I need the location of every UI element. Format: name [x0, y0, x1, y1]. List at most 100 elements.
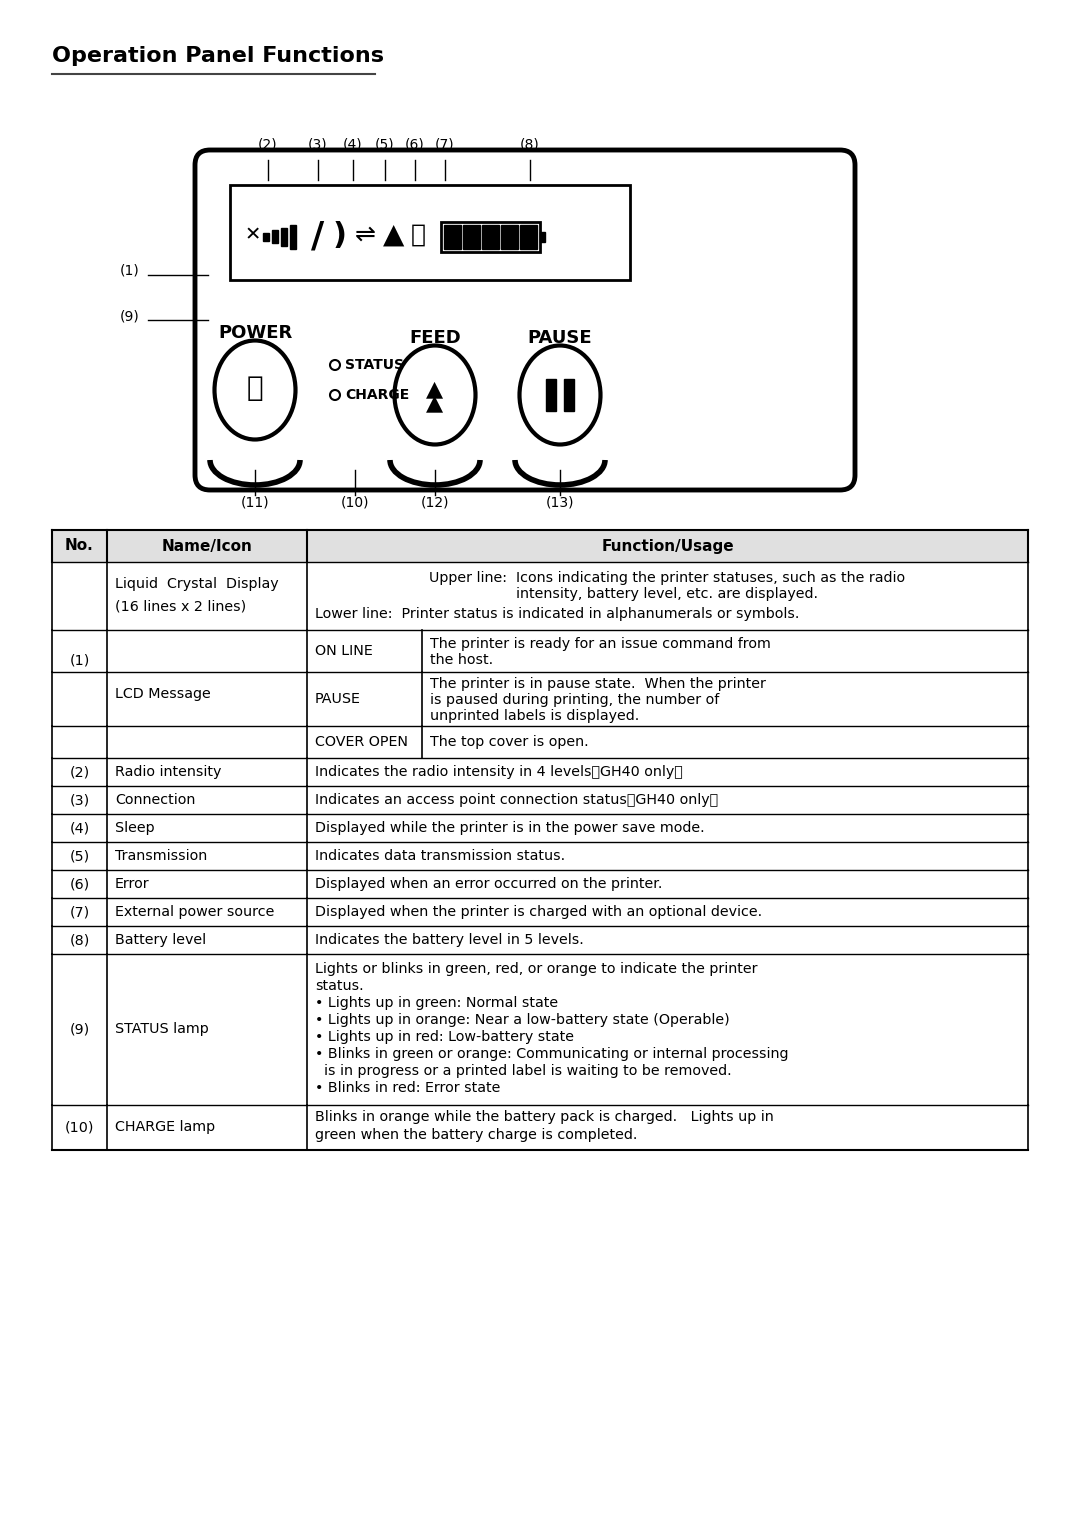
- Text: is in progress or a printed label is waiting to be removed.: is in progress or a printed label is wai…: [315, 1063, 731, 1077]
- Text: STATUS: STATUS: [345, 358, 404, 371]
- Text: Transmission: Transmission: [114, 850, 207, 863]
- Text: FEED: FEED: [409, 329, 461, 347]
- Text: (3): (3): [308, 138, 328, 151]
- Text: Displayed when the printer is charged with an optional device.: Displayed when the printer is charged wi…: [315, 905, 762, 918]
- Text: ✕: ✕: [245, 226, 261, 244]
- Text: Liquid  Crystal  Display: Liquid Crystal Display: [114, 578, 279, 591]
- Text: (2): (2): [69, 766, 90, 779]
- Ellipse shape: [394, 345, 475, 445]
- Text: (9): (9): [120, 309, 140, 322]
- Text: Indicates an access point connection status（GH40 only）: Indicates an access point connection sta…: [315, 793, 718, 807]
- Text: The printer is in pause state.  When the printer: The printer is in pause state. When the …: [430, 677, 766, 691]
- Text: PAUSE: PAUSE: [528, 329, 592, 347]
- Text: (8): (8): [69, 934, 90, 947]
- Text: CHARGE lamp: CHARGE lamp: [114, 1120, 215, 1134]
- Bar: [441, 222, 540, 252]
- Text: ⏻: ⏻: [411, 223, 426, 248]
- Text: ON LINE: ON LINE: [315, 643, 373, 659]
- Text: (4): (4): [343, 138, 363, 151]
- Text: Lower line:  Printer status is indicated in alphanumerals or symbols.: Lower line: Printer status is indicated …: [315, 607, 799, 620]
- Text: Operation Panel Functions: Operation Panel Functions: [52, 46, 384, 66]
- Text: Displayed when an error occurred on the printer.: Displayed when an error occurred on the …: [315, 877, 662, 891]
- Bar: [546, 379, 556, 411]
- Bar: [482, 225, 499, 249]
- Text: Error: Error: [114, 877, 150, 891]
- FancyBboxPatch shape: [195, 150, 855, 490]
- Text: The printer is ready for an issue command from: The printer is ready for an issue comman…: [430, 637, 771, 651]
- Text: (8): (8): [521, 138, 540, 151]
- Text: • Blinks in green or orange: Communicating or internal processing: • Blinks in green or orange: Communicati…: [315, 1047, 788, 1060]
- Text: (16 lines x 2 lines): (16 lines x 2 lines): [114, 599, 246, 613]
- FancyBboxPatch shape: [230, 185, 630, 280]
- Ellipse shape: [215, 341, 296, 440]
- Text: (5): (5): [69, 850, 90, 863]
- Text: (13): (13): [545, 497, 575, 510]
- Text: (7): (7): [435, 138, 455, 151]
- Text: (2): (2): [258, 138, 278, 151]
- Bar: [291, 225, 296, 249]
- Text: Connection: Connection: [114, 793, 195, 807]
- Text: (6): (6): [405, 138, 424, 151]
- Text: the host.: the host.: [430, 652, 494, 668]
- Text: CHARGE: CHARGE: [345, 388, 409, 402]
- Text: (10): (10): [65, 1120, 94, 1134]
- Text: intensity, battery level, etc. are displayed.: intensity, battery level, etc. are displ…: [516, 587, 819, 601]
- Text: POWER: POWER: [218, 324, 292, 342]
- Text: Radio intensity: Radio intensity: [114, 766, 221, 779]
- Bar: [501, 225, 518, 249]
- Bar: [281, 228, 287, 246]
- Text: Sleep: Sleep: [114, 821, 154, 834]
- Text: ⏻: ⏻: [246, 374, 264, 402]
- Bar: [272, 231, 278, 243]
- Bar: [444, 225, 461, 249]
- Text: (6): (6): [69, 877, 90, 891]
- Text: ▲: ▲: [427, 379, 444, 399]
- Bar: [264, 232, 269, 241]
- Text: ▲: ▲: [427, 393, 444, 413]
- Ellipse shape: [519, 345, 600, 445]
- Bar: [463, 225, 480, 249]
- Bar: [52, 530, 1028, 562]
- Text: • Lights up in orange: Near a low-battery state (Operable): • Lights up in orange: Near a low-batter…: [315, 1013, 730, 1027]
- Circle shape: [330, 361, 340, 370]
- Text: No.: No.: [65, 538, 94, 553]
- Text: ▲: ▲: [383, 222, 404, 249]
- Text: (1): (1): [120, 264, 140, 278]
- Text: status.: status.: [315, 979, 364, 993]
- Text: ⇌: ⇌: [355, 223, 376, 248]
- Text: • Blinks in red: Error state: • Blinks in red: Error state: [315, 1080, 500, 1096]
- Text: PAUSE: PAUSE: [315, 692, 361, 706]
- Text: COVER OPEN: COVER OPEN: [315, 735, 408, 749]
- Bar: [540, 232, 545, 241]
- Text: Blinks in orange while the battery pack is charged.   Lights up in: Blinks in orange while the battery pack …: [315, 1109, 773, 1125]
- Text: unprinted labels is displayed.: unprinted labels is displayed.: [430, 709, 639, 723]
- Text: External power source: External power source: [114, 905, 274, 918]
- Text: Displayed while the printer is in the power save mode.: Displayed while the printer is in the po…: [315, 821, 704, 834]
- Circle shape: [330, 390, 340, 400]
- Text: Indicates the radio intensity in 4 levels（GH40 only）: Indicates the radio intensity in 4 level…: [315, 766, 683, 779]
- Text: green when the battery charge is completed.: green when the battery charge is complet…: [315, 1128, 637, 1141]
- Text: (7): (7): [69, 905, 90, 918]
- Text: (3): (3): [69, 793, 90, 807]
- Text: (10): (10): [341, 497, 369, 510]
- Text: Battery level: Battery level: [114, 934, 206, 947]
- Text: Indicates the battery level in 5 levels.: Indicates the battery level in 5 levels.: [315, 934, 584, 947]
- Text: (11): (11): [241, 497, 269, 510]
- Text: LCD Message: LCD Message: [114, 688, 211, 701]
- Text: Upper line:  Icons indicating the printer statuses, such as the radio: Upper line: Icons indicating the printer…: [430, 571, 905, 585]
- Text: (1): (1): [69, 652, 90, 668]
- Bar: [564, 379, 573, 411]
- Text: The top cover is open.: The top cover is open.: [430, 735, 589, 749]
- Bar: [519, 225, 537, 249]
- Text: STATUS lamp: STATUS lamp: [114, 1022, 208, 1036]
- Text: (9): (9): [69, 1022, 90, 1036]
- Text: ): ): [333, 220, 347, 249]
- Text: is paused during printing, the number of: is paused during printing, the number of: [430, 694, 719, 707]
- Text: Lights or blinks in green, red, or orange to indicate the printer: Lights or blinks in green, red, or orang…: [315, 963, 757, 976]
- Text: Name/Icon: Name/Icon: [162, 538, 253, 553]
- Text: (4): (4): [69, 821, 90, 834]
- Text: Indicates data transmission status.: Indicates data transmission status.: [315, 850, 565, 863]
- Text: /: /: [311, 220, 324, 254]
- Text: • Lights up in red: Low-battery state: • Lights up in red: Low-battery state: [315, 1030, 573, 1044]
- Text: • Lights up in green: Normal state: • Lights up in green: Normal state: [315, 996, 558, 1010]
